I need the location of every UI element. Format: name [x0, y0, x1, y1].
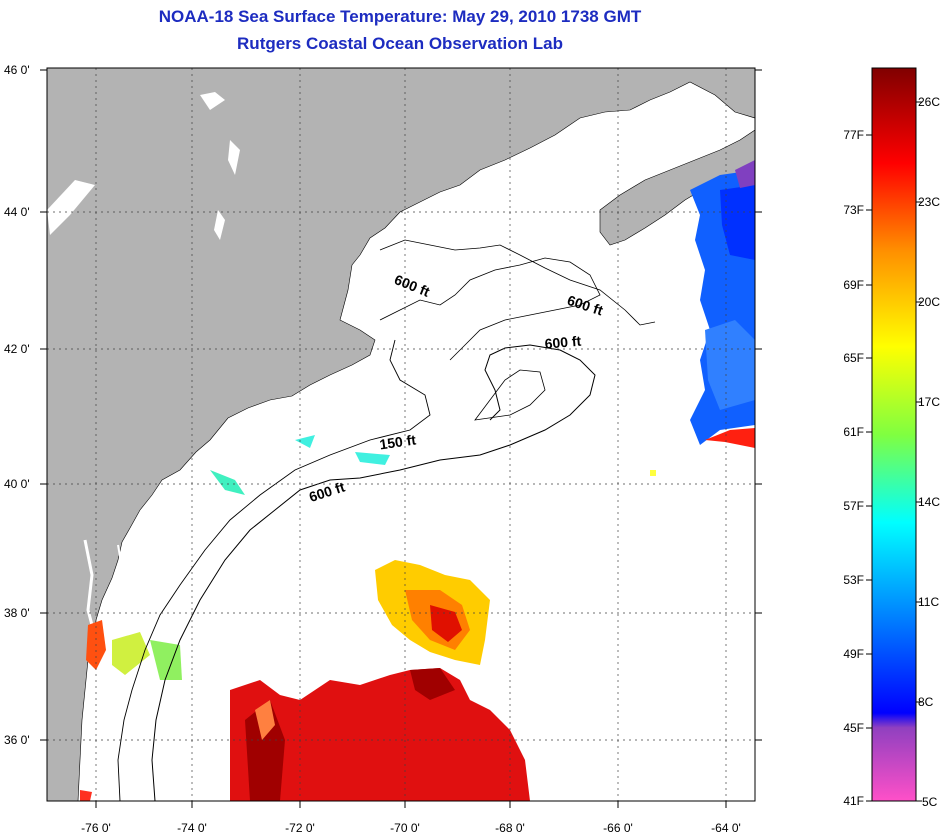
lat-label: 44 0'	[4, 205, 30, 219]
colorbar-c-label: 17C	[918, 395, 940, 409]
colorbar-c-label: 8C	[918, 695, 934, 709]
lat-label: 42 0'	[4, 342, 30, 356]
lon-label: -74 0'	[177, 821, 207, 835]
colorbar-f-label: 53F	[843, 573, 864, 587]
lon-label: -70 0'	[390, 821, 420, 835]
colorbar-f-label: 69F	[843, 278, 864, 292]
contour-150ft	[117, 339, 431, 801]
lat-label: 36 0'	[4, 733, 30, 747]
colorbar-c-label: 23C	[918, 195, 940, 209]
colorbar-f-label: 45F	[843, 721, 864, 735]
colorbar-f-label: 49F	[843, 647, 864, 661]
colorbar-f-label: 77F	[843, 128, 864, 142]
map-subtitle: Rutgers Coastal Ocean Observation Lab	[237, 34, 563, 53]
colorbar-f-label: 57F	[843, 499, 864, 513]
colorbar-f-label: 61F	[843, 425, 864, 439]
depth-label: 150 ft	[378, 431, 417, 452]
colorbar-c-label: 26C	[918, 95, 940, 109]
colorbar	[871, 67, 917, 802]
lat-label: 38 0'	[4, 606, 30, 620]
colorbar-f-label: 65F	[843, 351, 864, 365]
lon-label: -64 0'	[711, 821, 741, 835]
contour-600ft-shelf	[151, 344, 596, 801]
lat-label: 46 0'	[4, 63, 30, 77]
colorbar-f-label: 41F	[843, 794, 864, 808]
colorbar-c-label: 20C	[918, 295, 940, 309]
lon-label: -68 0'	[495, 821, 525, 835]
lon-label: -72 0'	[285, 821, 315, 835]
map-title: NOAA-18 Sea Surface Temperature: May 29,…	[158, 7, 642, 26]
lon-label: -76 0'	[81, 821, 111, 835]
depth-label: 600 ft	[544, 333, 582, 352]
colorbar-c-label: 14C	[918, 495, 940, 509]
map-frame	[46, 67, 756, 802]
colorbar-f-label: 73F	[843, 203, 864, 217]
colorbar-c-label: 5C	[922, 795, 938, 809]
lon-label: -66 0'	[603, 821, 633, 835]
lat-label: 40 0'	[4, 477, 30, 491]
sst-gulf-stream-south	[230, 668, 530, 801]
colorbar-c-label: 11C	[918, 595, 939, 609]
land-mainland	[47, 68, 755, 801]
graticule	[47, 68, 755, 801]
